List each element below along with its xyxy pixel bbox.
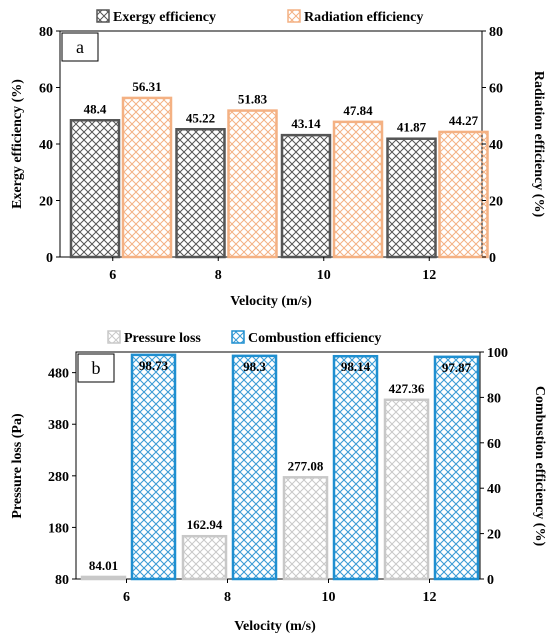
bar-a-left-6 [69,119,121,259]
x-ticks-b: 6 8 10 12 [123,579,437,605]
legend-label-combustion: Combustion efficiency [248,331,381,346]
left-ticks-a: 0 20 40 60 80 [39,25,60,266]
data-label-a-left-12: 41.87 [397,120,427,135]
y-left-tick-label-b-280: 280 [48,470,69,485]
bar-b-left-6 [80,575,127,581]
data-label-b-right-12: 97.87 [442,360,472,375]
y-left-tick-label-a-80: 80 [39,25,53,40]
data-label-a-right-6: 56.31 [132,79,161,94]
y-axis-label-left-a: Exergy efficiency (%) [10,79,25,209]
y-right-tick-label-b-40: 40 [487,482,501,497]
x-axis-label-b: Velocity (m/s) [234,619,316,634]
y-axis-label-right-a: Radiation efficiency (%) [531,71,546,218]
data-label-b-left-8: 162.94 [187,517,223,532]
data-label-a-right-10: 47.84 [343,103,373,118]
legend-b: Pressure loss Combustion efficiency [107,330,381,346]
bar-a-right-8 [227,109,278,259]
y-left-tick-label-b-180: 180 [48,521,69,536]
x-tick-label-b-12: 12 [423,590,437,605]
bars-group-b [80,353,480,581]
legend-a: Exergy efficiency Radiation efficiency [96,9,423,25]
y-right-tick-label-b-100: 100 [487,346,508,361]
panel-b: Pressure loss Combustion efficiency b 84… [10,330,547,634]
bar-b-left-10 [282,476,329,581]
bar-a-left-10 [280,133,332,259]
bar-b-right-6 [130,353,177,581]
legend-label-pressure: Pressure loss [124,331,201,346]
y-axis-label-right-b: Combustion efficiency (%) [532,386,547,547]
y-left-tick-label-b-80: 80 [55,573,69,588]
panel-tag-box-b [77,353,115,383]
y-left-tick-label-a-60: 60 [39,82,53,97]
y-left-tick-label-b-480: 480 [48,367,69,382]
plot-area-b [75,351,481,580]
x-tick-label-a-8: 8 [215,268,222,283]
bar-a-right-10 [332,120,384,259]
y-right-tick-label-b-60: 60 [487,437,501,452]
y-left-tick-label-b-380: 380 [48,418,69,433]
panel-tag-a: a [76,37,84,57]
data-labels-group-b: 84.01 98.73 162.94 98.3 277.08 98.14 427.36 97.… [89,358,472,573]
data-label-b-right-6: 98.73 [139,358,169,373]
legend-swatch-radiation [287,9,301,23]
bars-group-a [69,96,489,259]
y-right-tick-label-b-0: 0 [487,573,494,588]
data-label-b-left-12: 427.36 [389,381,425,396]
bar-a-left-8 [175,128,226,259]
data-label-a-right-8: 51.83 [238,92,268,107]
data-label-a-left-10: 43.14 [291,116,321,131]
bar-a-right-12 [438,130,489,259]
data-label-b-right-8: 98.3 [243,359,266,374]
bar-a-left-12 [386,137,437,259]
x-tick-label-b-8: 8 [224,590,231,605]
data-label-a-right-12: 44.27 [449,113,479,128]
y-right-tick-label-a-60: 60 [489,82,503,97]
data-label-b-right-10: 98.14 [341,359,371,374]
y-axis-label-left-b: Pressure loss (Pa) [10,413,25,519]
y-right-tick-label-b-80: 80 [487,391,501,406]
y-right-tick-label-a-80: 80 [489,25,503,40]
legend-swatch-combustion [231,330,245,344]
x-axis-label-a: Velocity (m/s) [230,294,312,309]
right-ticks-b: 0 20 40 60 80 100 [480,346,508,588]
x-tick-label-a-10: 10 [317,268,331,283]
data-label-b-left-6: 84.01 [89,558,118,573]
x-ticks-a: 6 8 10 12 [109,257,436,283]
bar-a-right-6 [121,96,173,259]
legend-swatch-exergy [96,9,110,23]
bar-b-right-12 [433,355,480,581]
y-left-tick-label-a-0: 0 [46,251,53,266]
data-label-a-left-6: 48.4 [84,101,107,116]
x-tick-label-a-12: 12 [422,268,436,283]
data-label-a-left-8: 45.22 [186,110,215,125]
legend-label-exergy: Exergy efficiency [113,10,216,25]
bar-b-right-10 [332,354,379,581]
y-right-tick-label-a-20: 20 [489,195,503,210]
right-ticks-a: 0 20 40 60 80 [482,25,503,266]
left-ticks-b: 80 180 280 380 480 [48,367,76,588]
bar-b-right-8 [231,354,278,581]
y-left-tick-label-a-20: 20 [39,195,53,210]
panel-tag-box-a [61,32,99,62]
bar-b-left-12 [383,398,430,581]
x-tick-label-b-6: 6 [123,590,130,605]
bar-b-left-8 [181,534,228,581]
panel-tag-b: b [92,358,101,378]
y-right-tick-label-a-0: 0 [489,251,496,266]
legend-swatch-pressure [107,330,121,344]
legend-label-radiation: Radiation efficiency [304,10,423,25]
y-right-tick-label-a-40: 40 [489,138,503,153]
panel-a: Exergy efficiency Radiation efficiency a… [10,9,546,309]
x-tick-label-b-10: 10 [322,590,336,605]
y-left-tick-label-a-40: 40 [39,138,53,153]
x-tick-label-a-6: 6 [109,268,116,283]
data-labels-group-a: 48.4 56.31 45.22 51.83 43.14 47.84 41.87 44.27 [84,79,479,135]
y-right-tick-label-b-20: 20 [487,528,501,543]
data-label-b-left-10: 277.08 [288,458,324,473]
